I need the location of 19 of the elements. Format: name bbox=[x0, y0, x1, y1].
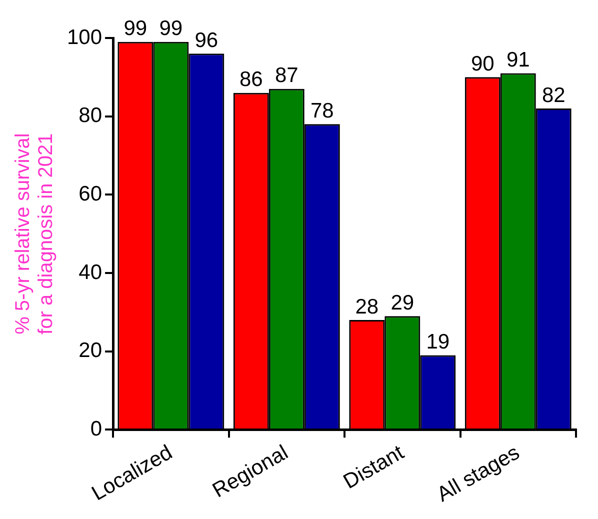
data-label: 90 bbox=[470, 52, 494, 76]
data-label: 87 bbox=[274, 64, 298, 88]
y-tick-label: 80 bbox=[78, 104, 102, 128]
y-tick-label: 60 bbox=[78, 182, 102, 206]
y-tick-label: 40 bbox=[78, 260, 102, 284]
y-axis-title: % 5-yr relative survival for a diagnosis in 2021 bbox=[12, 133, 58, 334]
data-label: 82 bbox=[542, 84, 566, 107]
data-label: 28 bbox=[355, 295, 379, 318]
data-label: 86 bbox=[239, 68, 263, 92]
data-label: 29 bbox=[390, 291, 414, 314]
data-label: 19 bbox=[426, 330, 450, 354]
y-tick-label: 20 bbox=[78, 339, 102, 362]
data-label: 99 bbox=[124, 17, 148, 40]
data-label: 78 bbox=[310, 99, 334, 122]
y-tick-label: 0 bbox=[90, 417, 102, 440]
y-tick-label: 100 bbox=[66, 26, 102, 49]
data-label: 99 bbox=[159, 17, 183, 40]
data-label: 91 bbox=[506, 48, 530, 72]
data-label: 96 bbox=[194, 28, 218, 52]
